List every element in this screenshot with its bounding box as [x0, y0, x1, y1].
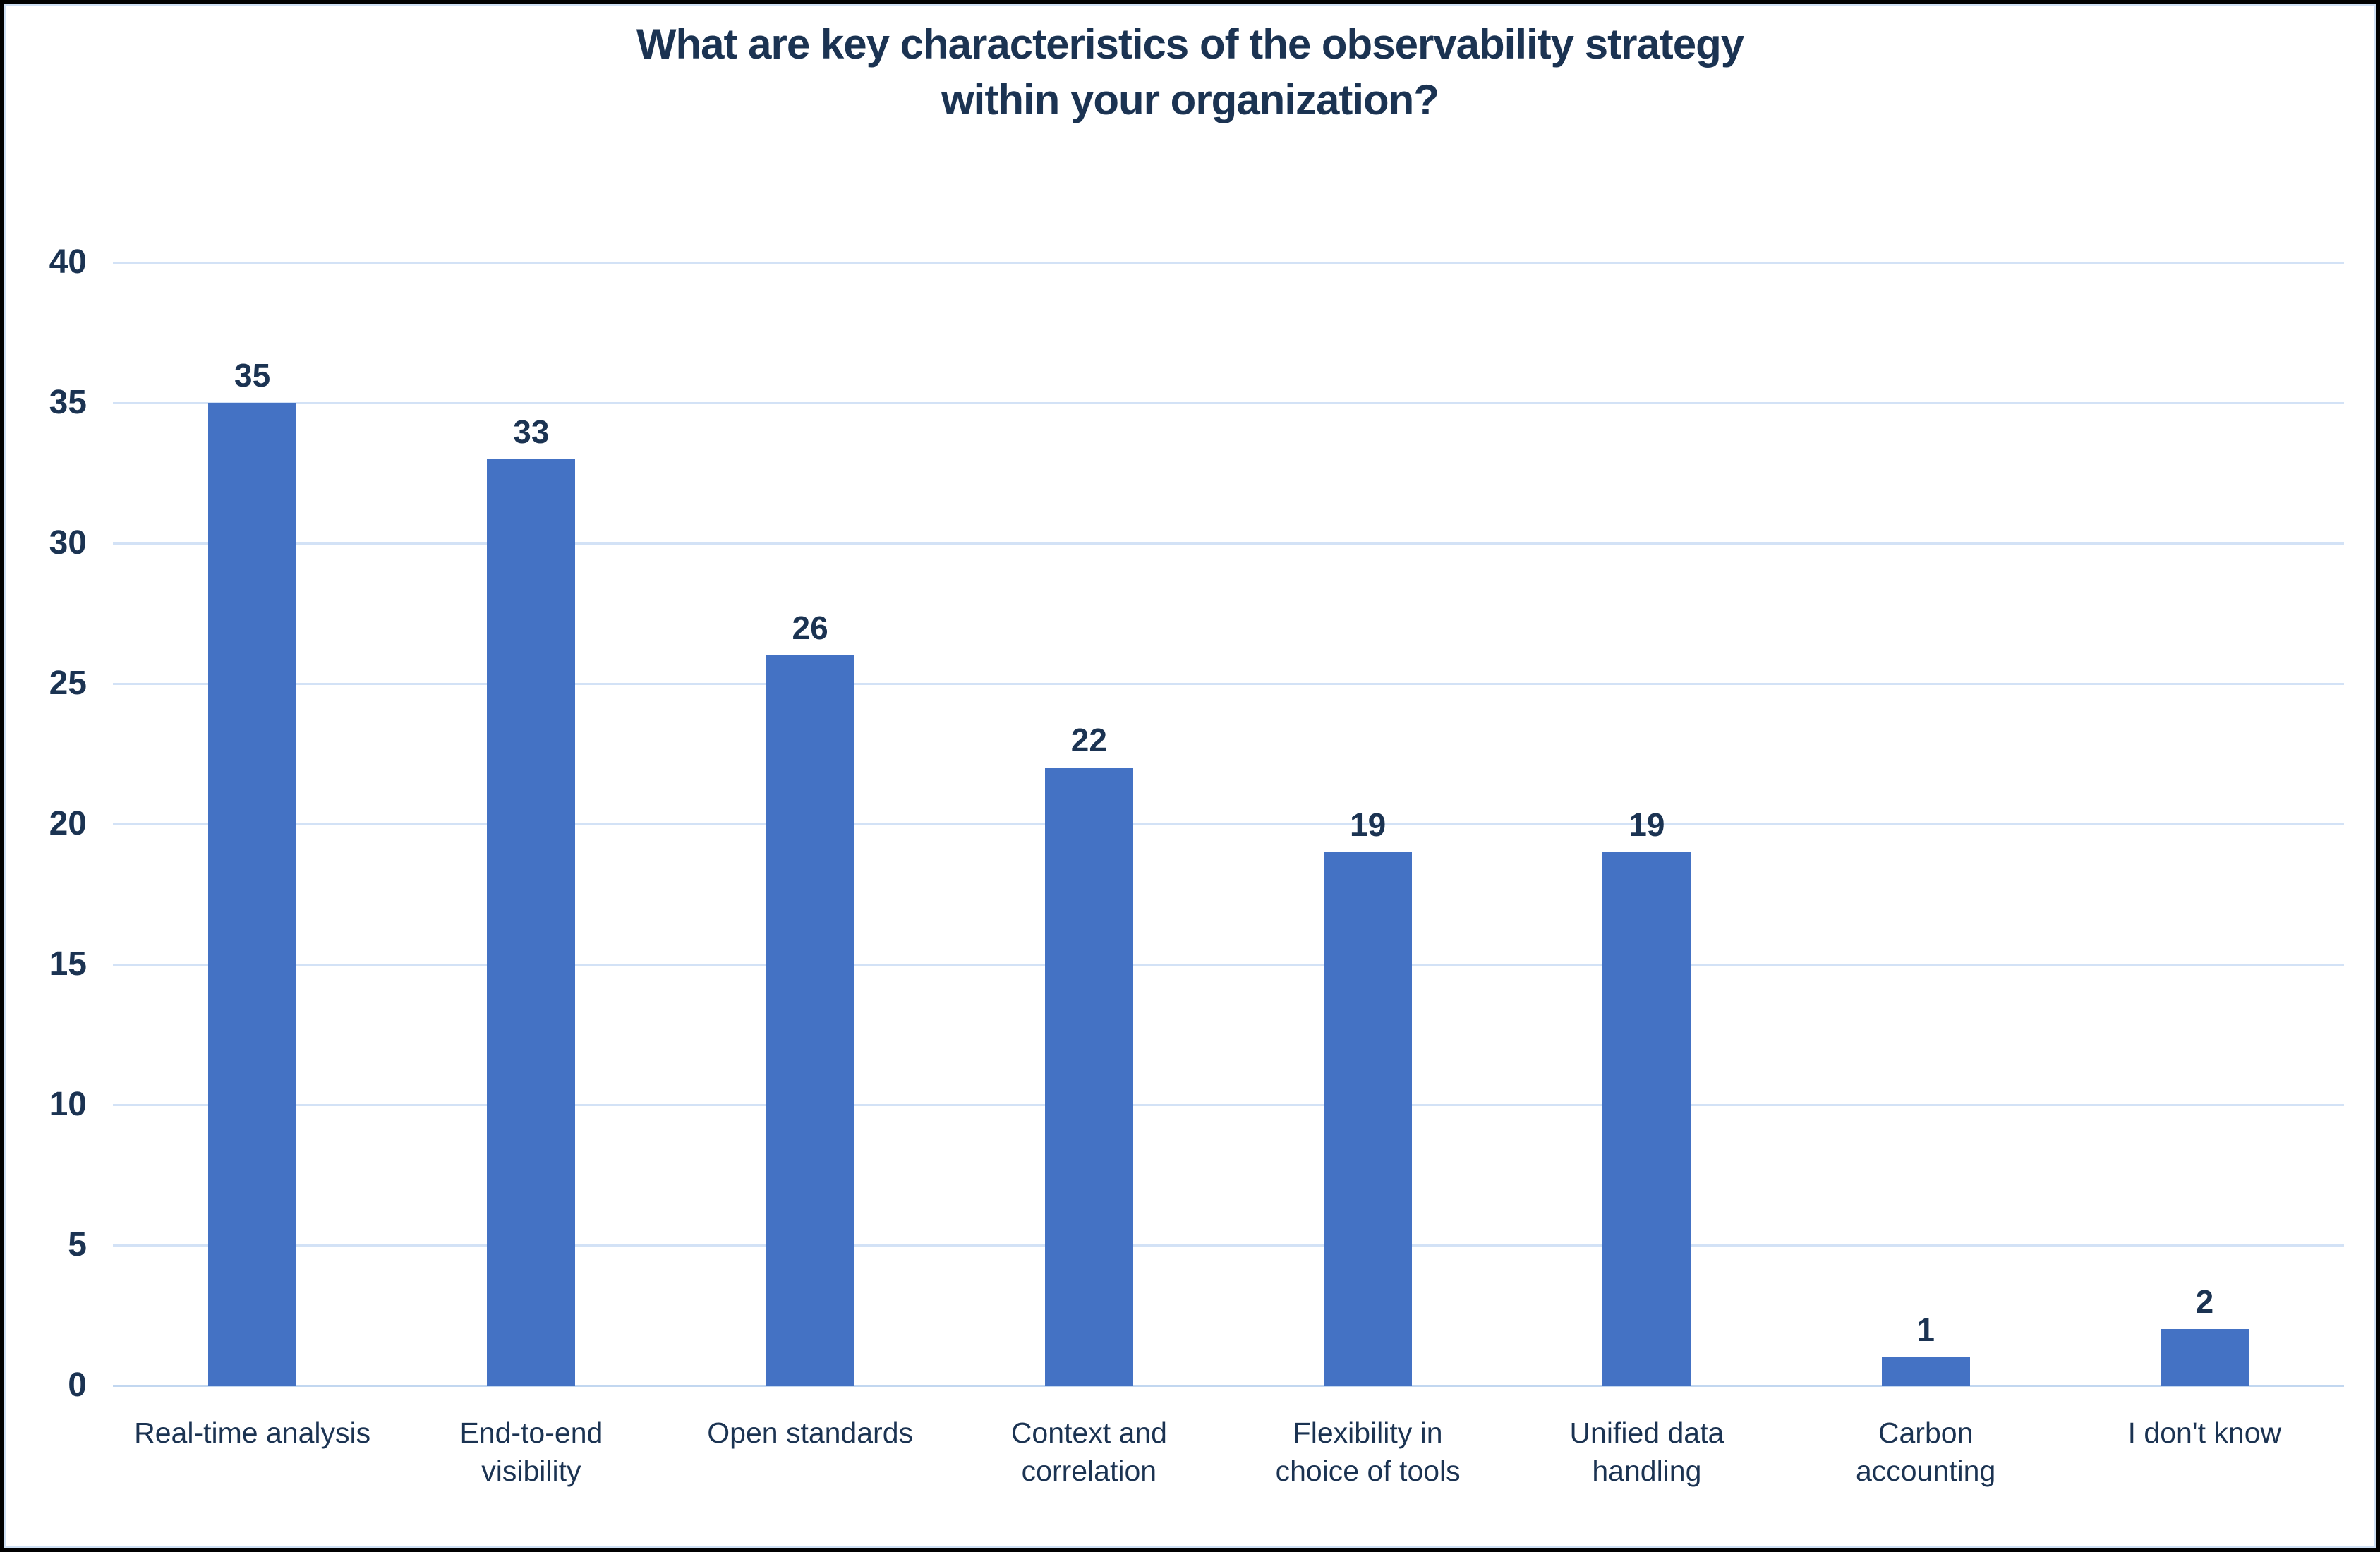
- x-axis-label: Carbon accounting: [1855, 1417, 1996, 1488]
- y-axis-tick-label: 40: [49, 243, 87, 281]
- plot-area: 35 33 26 22 19 19 1 2: [113, 261, 2344, 1387]
- gridline: [113, 823, 2344, 825]
- bar-group: 19: [1507, 808, 1786, 1386]
- bar: [1044, 768, 1133, 1386]
- x-axis-baseline: [113, 1384, 2344, 1387]
- bar: [208, 403, 297, 1386]
- gridline: [113, 542, 2344, 545]
- x-axis-label: End-to-end visibility: [459, 1417, 603, 1488]
- bar-group: 26: [671, 612, 950, 1386]
- x-axis-label: Open standards: [707, 1417, 913, 1449]
- gridline: [113, 261, 2344, 264]
- y-axis-tick-label: 10: [49, 1086, 87, 1123]
- bars-container: 35 33 26 22 19 19 1 2: [113, 262, 2344, 1386]
- bar-value-label: 19: [1629, 806, 1665, 843]
- bar: [1602, 851, 1691, 1386]
- x-axis-label: Unified data handling: [1569, 1417, 1724, 1488]
- bar: [1881, 1357, 1970, 1386]
- y-axis-tick-label: 25: [49, 665, 87, 702]
- bar: [487, 459, 576, 1386]
- y-axis-tick-label: 35: [49, 384, 87, 421]
- bar-group: 2: [2065, 1285, 2344, 1386]
- bar: [766, 655, 854, 1386]
- chart-title-line: within your organization?: [941, 76, 1439, 124]
- y-axis-tick-label: 15: [49, 945, 87, 983]
- gridline: [113, 401, 2344, 404]
- bar-value-label: 1: [1916, 1311, 1935, 1349]
- bar-group: 35: [113, 359, 392, 1386]
- chart-title: What are key characteristics of the obse…: [4, 16, 2376, 128]
- y-axis-tick-label: 0: [68, 1366, 87, 1404]
- x-axis-label: Real-time analysis: [134, 1417, 371, 1449]
- bar: [1324, 851, 1413, 1386]
- bar-value-label: 2: [2195, 1283, 2214, 1321]
- gridline: [113, 1244, 2344, 1247]
- bar-group: 1: [1787, 1314, 2065, 1386]
- bar-value-label: 35: [234, 357, 271, 394]
- y-axis-tick-label: 30: [49, 524, 87, 562]
- bar-value-label: 19: [1350, 806, 1387, 843]
- gridline: [113, 963, 2344, 966]
- x-axis-labels: Real-time analysis End-to-end visibility O…: [113, 1414, 2344, 1490]
- bar-value-label: 22: [1070, 722, 1107, 759]
- bar-group: 22: [950, 724, 1228, 1386]
- y-axis-tick-label: 20: [49, 805, 87, 842]
- bar: [2160, 1329, 2249, 1386]
- y-axis-tick-label: 5: [68, 1226, 87, 1263]
- bar-group: 33: [392, 416, 670, 1386]
- gridline: [113, 682, 2344, 685]
- chart-title-line: What are key characteristics of the obse…: [636, 20, 1744, 68]
- x-axis-label: Flexibility in choice of tools: [1275, 1417, 1461, 1488]
- bar-value-label: 26: [792, 610, 828, 647]
- gridline: [113, 1103, 2344, 1106]
- x-axis-label: I don't know: [2127, 1417, 2282, 1449]
- x-axis-label: Context and correlation: [1010, 1417, 1167, 1488]
- bar-group: 19: [1228, 808, 1507, 1386]
- bar-value-label: 33: [513, 413, 550, 450]
